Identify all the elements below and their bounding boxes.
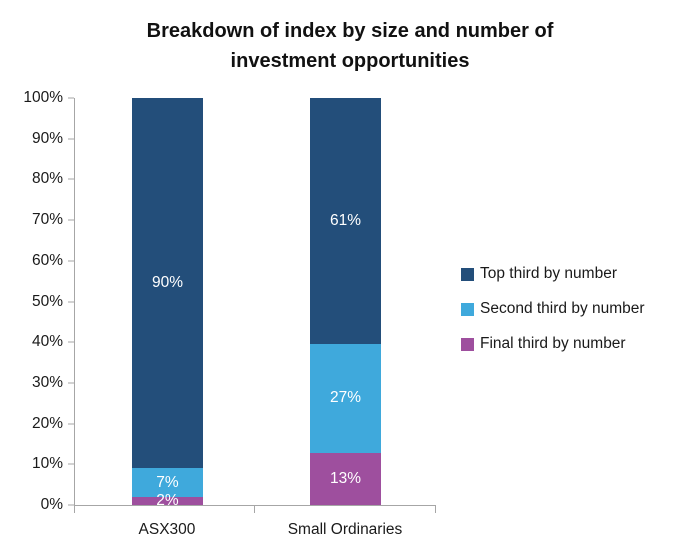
y-tick-mark (68, 463, 74, 465)
y-tick-label: 80% (31, 170, 63, 188)
category-label-small-ordinaries: Small Ordinaries (287, 521, 403, 538)
bar-segment-asx300-final-third: 2% (132, 493, 203, 508)
y-tick-label: 90% (31, 129, 63, 147)
legend-label: Second third by number (480, 300, 645, 317)
x-tick-mark (254, 505, 255, 513)
y-tick-label: 30% (31, 373, 63, 391)
chart-title-line1: Breakdown of index by size and number of (146, 20, 554, 42)
y-tick-mark (68, 341, 74, 343)
chart-title-line2: investment opportunities (230, 50, 470, 72)
data-label: 13% (329, 470, 362, 488)
x-tick-mark (435, 505, 436, 513)
y-tick-label: 70% (31, 211, 63, 229)
bar-segment-asx300-top-third: 90% (132, 98, 203, 468)
y-axis-line (74, 98, 75, 513)
legend-label: Top third by number (480, 265, 617, 282)
category-label-asx300: ASX300 (138, 521, 196, 538)
bar-small-ordinaries: 61% 27% 13% (310, 98, 381, 505)
bar-segment-asx300-second-third: 7% (132, 468, 203, 497)
legend-swatch-second-third (461, 302, 474, 316)
data-label: 61% (329, 212, 362, 230)
y-tick-label: 100% (23, 89, 63, 106)
y-tick-mark (68, 178, 74, 180)
y-axis: 100% 90% 80% 70% 60% 50% 40% 30% 20% 10%… (0, 89, 74, 513)
legend-item-second-third: Second third by number (461, 300, 645, 317)
legend: Top third by number Second third by numb… (461, 265, 645, 371)
y-tick-mark (68, 138, 74, 140)
data-label: 27% (329, 389, 362, 407)
y-tick-label: 10% (31, 455, 63, 473)
bar-asx300: 90% 7% 2% (132, 98, 203, 508)
legend-swatch-top-third (461, 267, 474, 281)
data-label: 2% (156, 492, 179, 510)
y-tick-label: 40% (31, 333, 63, 351)
bar-segment-small-ordinaries-second-third: 27% (310, 343, 381, 453)
bar-segment-small-ordinaries-final-third: 13% (310, 452, 381, 505)
legend-item-top-third: Top third by number (461, 265, 645, 282)
y-tick-mark (68, 260, 74, 262)
y-tick-mark (68, 382, 74, 384)
y-tick-mark (68, 301, 74, 302)
x-axis-line (74, 505, 436, 506)
y-tick-mark (68, 423, 74, 425)
y-tick-mark (68, 504, 74, 506)
legend-label: Final third by number (480, 335, 626, 352)
y-tick-label: 0% (40, 496, 63, 513)
y-tick-mark (68, 97, 74, 99)
y-tick-label: 20% (31, 414, 63, 432)
bar-segment-small-ordinaries-top-third: 61% (310, 98, 381, 344)
data-label: 7% (156, 473, 179, 491)
legend-item-final-third: Final third by number (461, 335, 645, 352)
chart-title: Breakdown of index by size and number of… (0, 16, 700, 76)
plot-area: 90% 7% 2% 61% 27% 13% (74, 98, 435, 508)
y-tick-mark (68, 219, 74, 221)
y-tick-label: 50% (31, 292, 63, 310)
y-tick-label: 60% (31, 251, 63, 269)
data-label: 90% (151, 274, 184, 292)
legend-swatch-final-third (461, 337, 474, 351)
